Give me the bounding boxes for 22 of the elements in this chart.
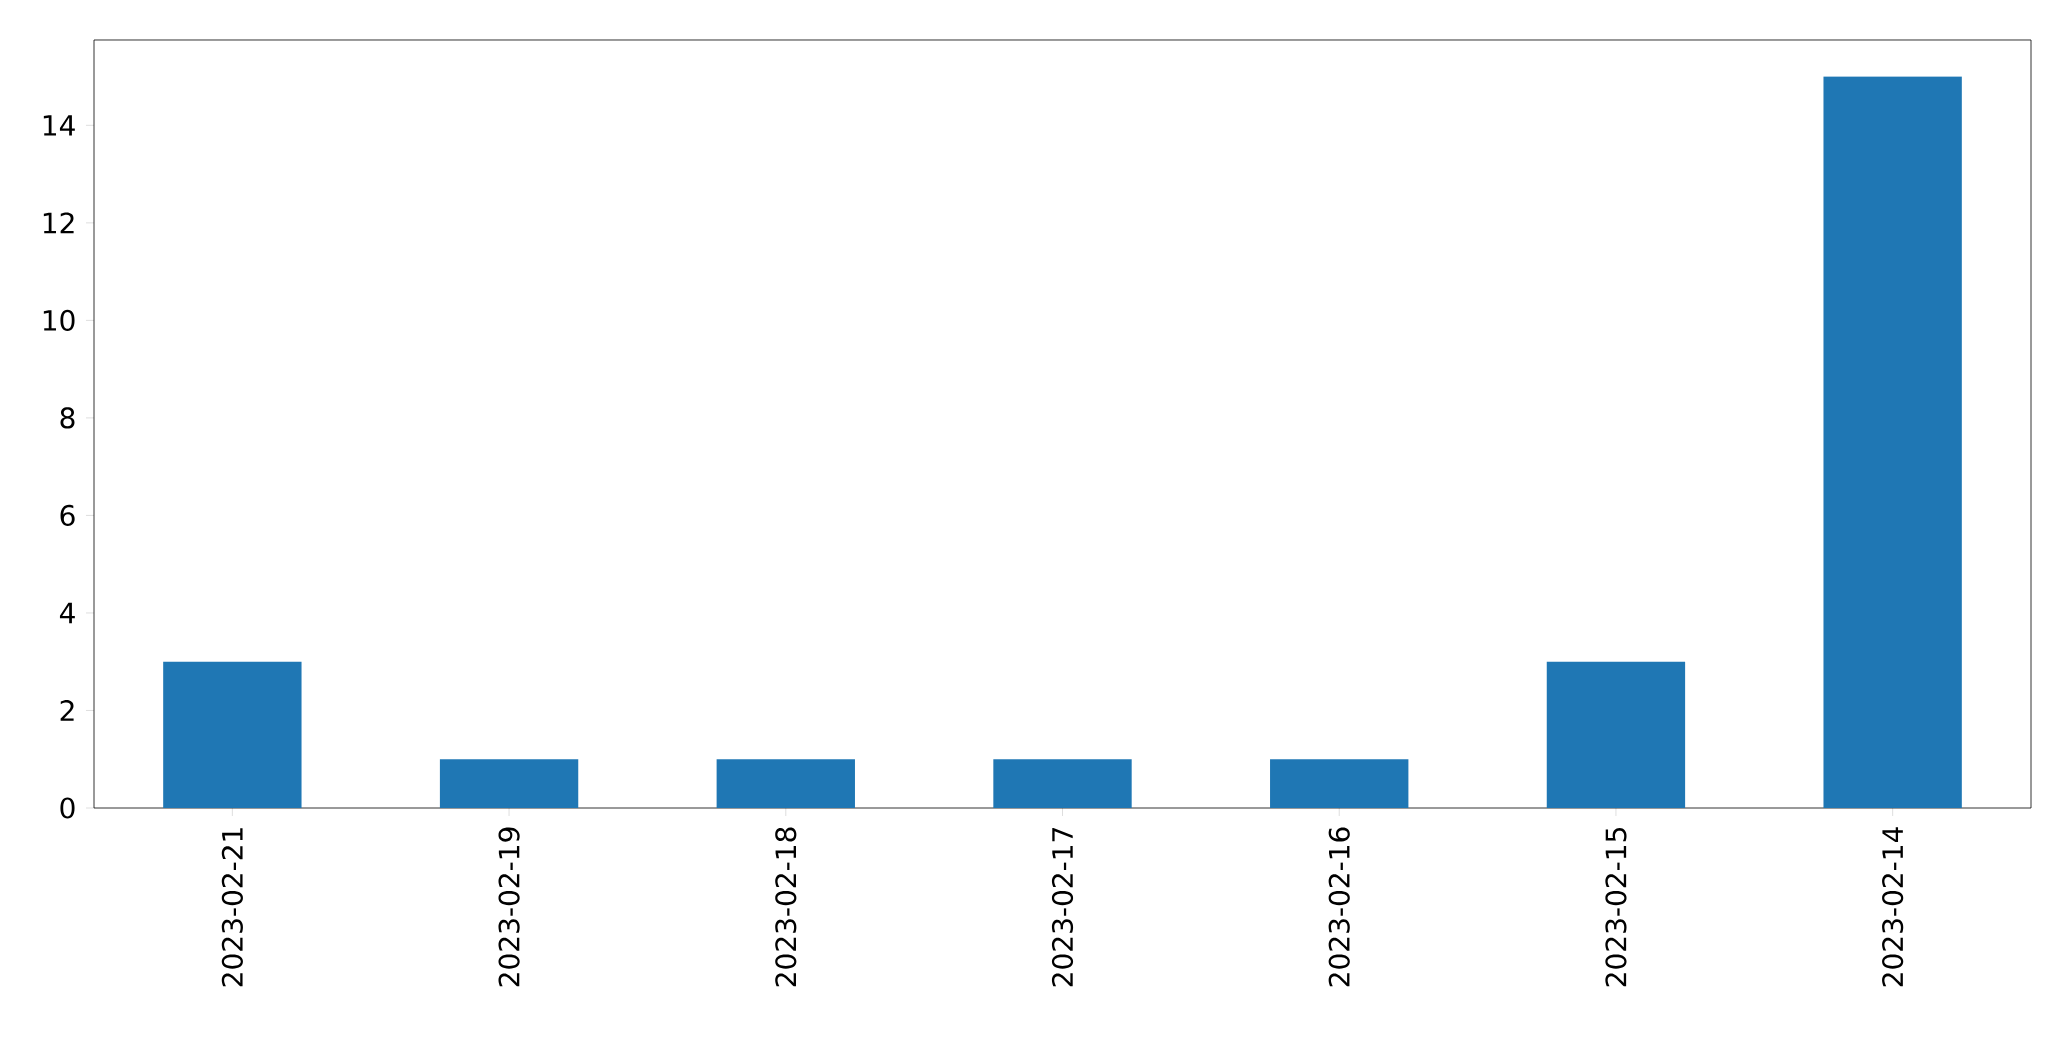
bar	[1546, 661, 1686, 808]
y-tick-label: 6	[60, 504, 75, 527]
x-tick-label: 2023-02-17	[1051, 828, 1074, 987]
bar	[1270, 759, 1409, 808]
bar	[163, 661, 302, 808]
bar	[716, 759, 855, 808]
x-tick-label: 2023-02-21	[221, 828, 243, 987]
y-tick-label: 12	[43, 212, 74, 234]
x-tick-label: 2023-02-14	[1882, 827, 1904, 987]
bar	[1823, 76, 1962, 808]
bar	[439, 759, 579, 808]
y-tick-label: 10	[43, 309, 75, 331]
x-tick-label: 2023-02-18	[775, 827, 797, 987]
y-tick-label: 8	[60, 407, 75, 429]
bar	[993, 759, 1132, 808]
y-tick-label: 4	[59, 602, 75, 624]
x-tick-label: 2023-02-19	[498, 827, 520, 987]
y-tick-label: 14	[43, 115, 75, 136]
x-tick-label: 2023-02-15	[1605, 828, 1627, 987]
y-tick-label: 2	[60, 700, 74, 721]
x-tick-label: 2023-02-16	[1328, 827, 1350, 987]
y-tick-label: 0	[60, 797, 75, 819]
